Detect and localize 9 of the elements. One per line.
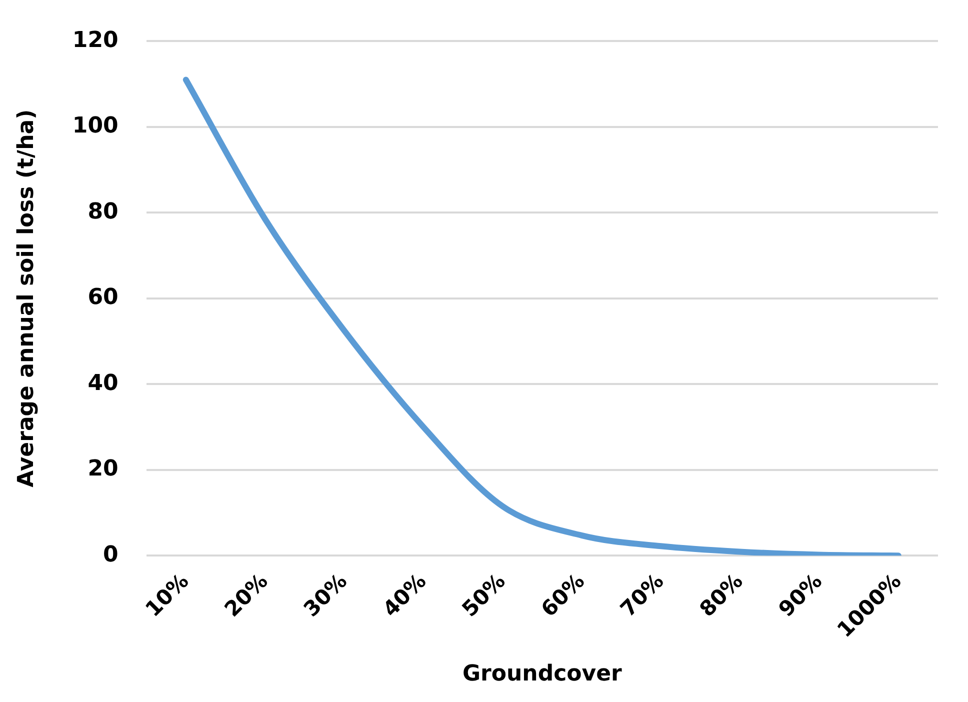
y-tick-label: 80 bbox=[88, 199, 118, 224]
y-tick-label: 100 bbox=[72, 114, 118, 139]
y-tick-label: 60 bbox=[88, 285, 118, 310]
y-tick-label: 0 bbox=[103, 542, 118, 568]
y-tick-label: 120 bbox=[72, 28, 118, 53]
y-tick-label: 40 bbox=[88, 370, 118, 396]
y-axis-title: Average annual soil loss (t/ha) bbox=[14, 109, 39, 488]
x-axis-title: Groundcover bbox=[462, 662, 622, 687]
y-tick-label: 20 bbox=[88, 456, 118, 482]
